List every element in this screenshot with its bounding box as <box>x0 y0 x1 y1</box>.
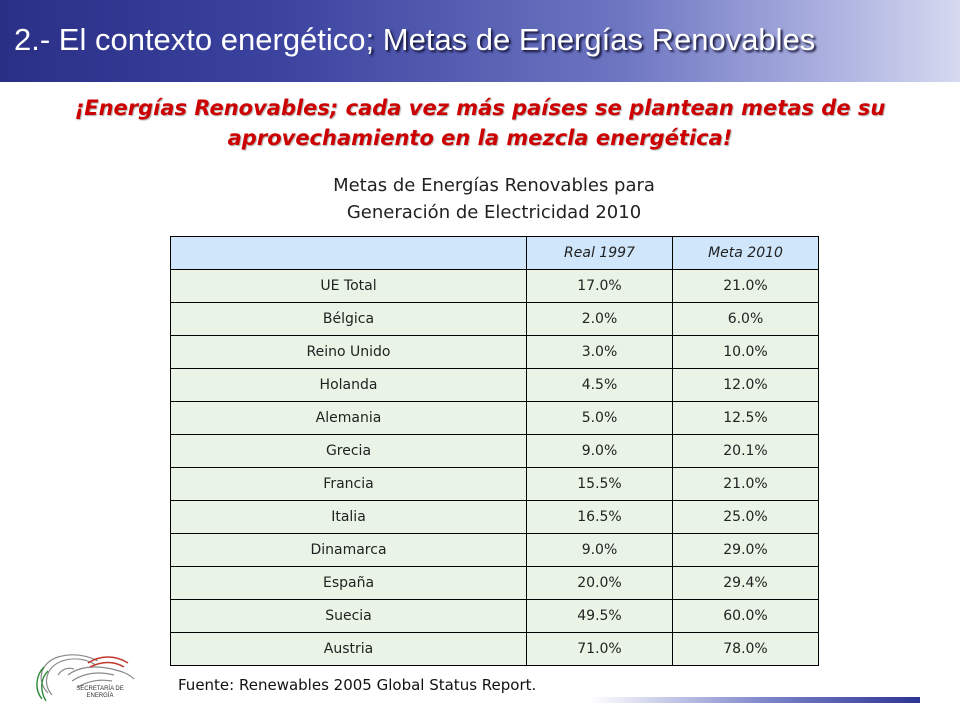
slide-subtitle: ¡Energías Renovables; cada vez más paíse… <box>0 93 960 153</box>
table-caption: Metas de Energías Renovables para Genera… <box>170 172 818 226</box>
table-row: Austria 71.0% 78.0% <box>170 632 819 666</box>
table-caption-line2: Generación de Electricidad 2010 <box>346 202 642 223</box>
country-cell: Alemania <box>170 401 527 435</box>
real-1997-cell: 5.0% <box>526 401 673 435</box>
footer-bar <box>590 697 920 703</box>
column-header-real-1997: Real 1997 <box>526 236 673 270</box>
table-row: Alemania 5.0% 12.5% <box>170 401 819 435</box>
table-row: España 20.0% 29.4% <box>170 566 819 600</box>
table-header-row: Real 1997 Meta 2010 <box>170 236 819 270</box>
slide-title-part1: 2.- El contexto energético <box>14 22 366 57</box>
table-caption-line1: Metas de Energías Renovables para <box>333 175 655 196</box>
meta-2010-cell: 29.4% <box>672 566 819 600</box>
table-row: Italia 16.5% 25.0% <box>170 500 819 534</box>
real-1997-cell: 20.0% <box>526 566 673 600</box>
real-1997-cell: 4.5% <box>526 368 673 402</box>
country-cell: UE Total <box>170 269 527 303</box>
country-cell: Austria <box>170 632 527 666</box>
column-header-country <box>170 236 527 270</box>
meta-2010-cell: 21.0% <box>672 467 819 501</box>
country-cell: Holanda <box>170 368 527 402</box>
meta-2010-cell: 12.0% <box>672 368 819 402</box>
real-1997-cell: 3.0% <box>526 335 673 369</box>
table-row: Francia 15.5% 21.0% <box>170 467 819 501</box>
real-1997-cell: 9.0% <box>526 533 673 567</box>
country-cell: Reino Unido <box>170 335 527 369</box>
real-1997-cell: 49.5% <box>526 599 673 633</box>
logo-line2: ENERGÍA <box>86 693 114 699</box>
header-bar: 2.- El contexto energético; Metas de Ene… <box>0 0 960 82</box>
table-row: Grecia 9.0% 20.1% <box>170 434 819 468</box>
table-row: Reino Unido 3.0% 10.0% <box>170 335 819 369</box>
meta-2010-cell: 10.0% <box>672 335 819 369</box>
country-cell: Suecia <box>170 599 527 633</box>
real-1997-cell: 71.0% <box>526 632 673 666</box>
subtitle-line2: aprovechamiento en la mezcla energética! <box>227 126 733 150</box>
real-1997-cell: 16.5% <box>526 500 673 534</box>
logo-line1: SECRETARÍA DE <box>76 686 124 692</box>
meta-2010-cell: 60.0% <box>672 599 819 633</box>
real-1997-cell: 17.0% <box>526 269 673 303</box>
column-header-meta-2010: Meta 2010 <box>672 236 819 270</box>
real-1997-cell: 2.0% <box>526 302 673 336</box>
country-cell: España <box>170 566 527 600</box>
source-note: Fuente: Renewables 2005 Global Status Re… <box>178 676 537 694</box>
slide-title: 2.- El contexto energético; Metas de Ene… <box>14 22 815 58</box>
meta-2010-cell: 78.0% <box>672 632 819 666</box>
real-1997-cell: 15.5% <box>526 467 673 501</box>
renewables-table: Real 1997 Meta 2010 UE Total 17.0% 21.0% Bé… <box>170 236 819 666</box>
country-cell: Grecia <box>170 434 527 468</box>
meta-2010-cell: 25.0% <box>672 500 819 534</box>
table-row: Dinamarca 9.0% 29.0% <box>170 533 819 567</box>
table-body: UE Total 17.0% 21.0% Bélgica 2.0% 6.0% Reino U… <box>170 269 819 666</box>
table-row: Suecia 49.5% 60.0% <box>170 599 819 633</box>
real-1997-cell: 9.0% <box>526 434 673 468</box>
table-row: UE Total 17.0% 21.0% <box>170 269 819 303</box>
mexican-eagle-emblem-icon <box>36 654 135 702</box>
country-cell: Bélgica <box>170 302 527 336</box>
meta-2010-cell: 6.0% <box>672 302 819 336</box>
country-cell: Dinamarca <box>170 533 527 567</box>
meta-2010-cell: 21.0% <box>672 269 819 303</box>
table-row: Bélgica 2.0% 6.0% <box>170 302 819 336</box>
logo-text: SECRETARÍA DE ENERGÍA <box>70 686 130 700</box>
subtitle-line1: ¡Energías Renovables; cada vez más paíse… <box>74 96 886 120</box>
meta-2010-cell: 12.5% <box>672 401 819 435</box>
slide-title-part2: ; Metas de Energías Renovables <box>365 22 816 57</box>
country-cell: Italia <box>170 500 527 534</box>
country-cell: Francia <box>170 467 527 501</box>
meta-2010-cell: 29.0% <box>672 533 819 567</box>
table-row: Holanda 4.5% 12.0% <box>170 368 819 402</box>
meta-2010-cell: 20.1% <box>672 434 819 468</box>
